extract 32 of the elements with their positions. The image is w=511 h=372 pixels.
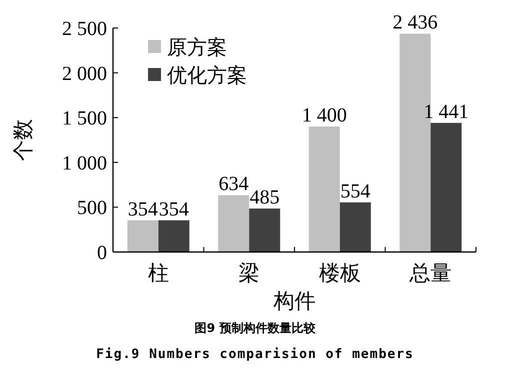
bar: [158, 220, 190, 252]
bar: [127, 220, 158, 252]
text: 图9 预制构件数量比较: [194, 321, 316, 335]
data-label: 354: [158, 198, 189, 220]
y-tick-label: 1 500: [62, 108, 107, 130]
text: Fig.9 Numbers comparision of members: [96, 347, 414, 362]
bar: [430, 122, 462, 252]
data-label: 1 400: [302, 104, 347, 127]
bar: [308, 126, 340, 252]
y-tick-label: 2 000: [62, 62, 107, 85]
data-label: 485: [250, 186, 280, 209]
y-tick-label: 1 000: [62, 152, 107, 174]
y-tick-label: 500: [77, 197, 107, 220]
data-label: 634: [218, 173, 249, 196]
y-tick-label: 2 500: [62, 18, 107, 40]
x-tick-label: 楼板: [318, 261, 361, 285]
y-tick-label: 0: [97, 242, 107, 264]
y-axis-title: 个数: [11, 119, 35, 161]
x-tick-label: 总量: [408, 261, 452, 285]
bar: [249, 208, 280, 252]
bar: [218, 195, 250, 252]
x-axis-title: 构件: [272, 289, 316, 313]
bar: [340, 202, 371, 252]
x-tick-label: 梁: [238, 261, 260, 285]
data-label: 1 441: [424, 100, 469, 123]
bar: [400, 34, 431, 252]
x-tick-label: 柱: [148, 261, 169, 285]
legend-label: 优化方案: [167, 64, 247, 87]
legend-label: 原方案: [167, 36, 227, 59]
data-label: 2 436: [392, 12, 438, 34]
data-label: 354: [128, 198, 158, 220]
data-label: 554: [340, 180, 370, 202]
